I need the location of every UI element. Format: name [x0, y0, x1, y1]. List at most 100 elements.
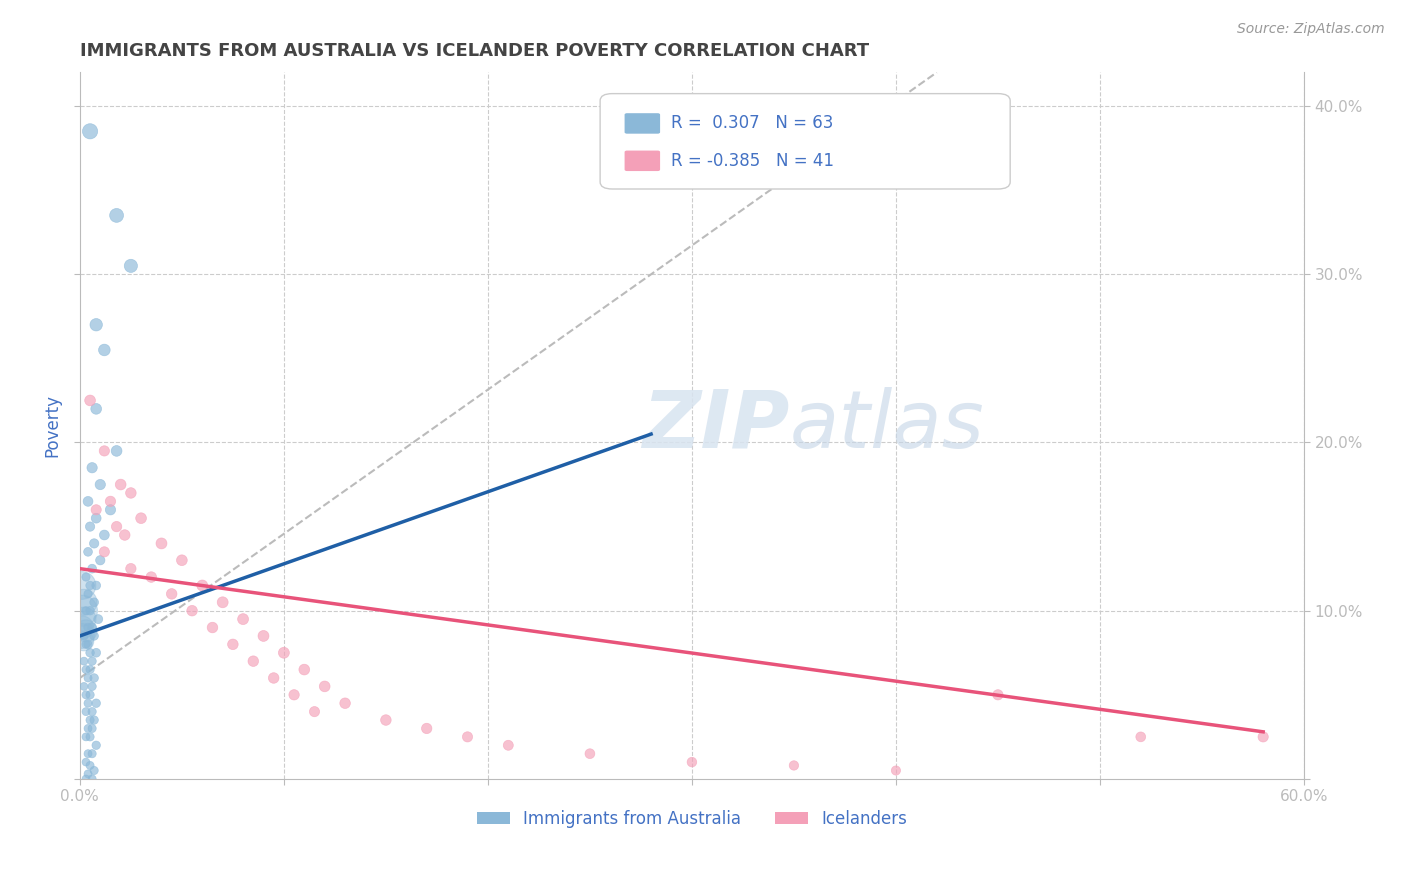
Point: [77, 767, 100, 781]
Point: [84, 646, 107, 660]
Point: [89, 553, 111, 567]
Point: [884, 764, 907, 778]
Point: [82, 772, 104, 786]
Point: [1129, 730, 1152, 744]
Point: [160, 587, 183, 601]
Point: [84, 503, 107, 517]
Point: [79, 688, 101, 702]
Point: [170, 553, 193, 567]
Point: [82, 562, 104, 576]
Point: [1251, 730, 1274, 744]
Point: [79, 758, 101, 772]
Point: [84, 578, 107, 592]
Point: [77, 637, 100, 651]
Point: [79, 578, 101, 592]
Point: [77, 696, 100, 710]
Point: [77, 494, 100, 508]
Point: [79, 124, 101, 138]
Point: [89, 477, 111, 491]
Point: [105, 208, 128, 222]
Point: [498, 739, 520, 753]
Point: [100, 503, 122, 517]
Point: [84, 739, 107, 753]
FancyBboxPatch shape: [600, 94, 1010, 189]
Point: [242, 654, 264, 668]
Point: [120, 486, 142, 500]
Point: [93, 545, 115, 559]
Text: atlas: atlas: [790, 386, 984, 465]
Point: [83, 764, 105, 778]
Point: [93, 528, 115, 542]
Point: [75, 730, 97, 744]
Point: [73, 595, 96, 609]
Point: [150, 536, 173, 550]
Point: [415, 722, 437, 736]
Text: R = -0.385   N = 41: R = -0.385 N = 41: [671, 152, 834, 169]
Point: [75, 705, 97, 719]
Point: [75, 663, 97, 677]
Point: [579, 747, 602, 761]
Point: [84, 318, 107, 332]
Point: [987, 688, 1010, 702]
Point: [82, 621, 104, 635]
Point: [75, 624, 97, 638]
Point: [82, 705, 104, 719]
Point: [181, 604, 204, 618]
Point: [82, 747, 104, 761]
Point: [83, 536, 105, 550]
Text: ZIP: ZIP: [643, 386, 790, 465]
Point: [333, 696, 356, 710]
Point: [84, 401, 107, 416]
Text: R =  0.307   N = 63: R = 0.307 N = 63: [671, 114, 834, 132]
Point: [211, 595, 233, 609]
Point: [70, 621, 93, 635]
Point: [75, 637, 97, 651]
Point: [87, 612, 110, 626]
Point: [263, 671, 285, 685]
Point: [82, 722, 104, 736]
Point: [120, 259, 142, 273]
FancyBboxPatch shape: [624, 151, 659, 171]
Point: [141, 570, 163, 584]
Point: [79, 604, 101, 618]
Point: [77, 545, 100, 559]
Point: [75, 772, 97, 786]
Point: [77, 722, 100, 736]
Point: [120, 562, 142, 576]
Point: [79, 393, 101, 408]
Point: [75, 570, 97, 584]
Point: [75, 604, 97, 618]
Point: [82, 654, 104, 668]
Point: [93, 443, 115, 458]
Point: [201, 621, 224, 635]
Point: [83, 595, 105, 609]
Point: [77, 671, 100, 685]
Point: [82, 460, 104, 475]
Point: [73, 654, 96, 668]
Point: [83, 629, 105, 643]
Point: [79, 730, 101, 744]
Y-axis label: Poverty: Poverty: [44, 394, 60, 458]
Point: [84, 696, 107, 710]
Point: [252, 629, 274, 643]
Point: [100, 494, 122, 508]
Text: Source: ZipAtlas.com: Source: ZipAtlas.com: [1237, 22, 1385, 37]
Point: [283, 688, 305, 702]
Legend: Immigrants from Australia, Icelanders: Immigrants from Australia, Icelanders: [470, 803, 914, 834]
Point: [374, 713, 396, 727]
Point: [70, 604, 93, 618]
Point: [93, 343, 115, 357]
Point: [84, 511, 107, 525]
Point: [457, 730, 479, 744]
Point: [110, 477, 132, 491]
Point: [79, 663, 101, 677]
Point: [292, 663, 315, 677]
Point: [191, 578, 214, 592]
Point: [79, 519, 101, 533]
Point: [83, 671, 105, 685]
Point: [70, 629, 93, 643]
Point: [75, 755, 97, 769]
Point: [783, 758, 806, 772]
Point: [77, 587, 100, 601]
Point: [73, 612, 96, 626]
